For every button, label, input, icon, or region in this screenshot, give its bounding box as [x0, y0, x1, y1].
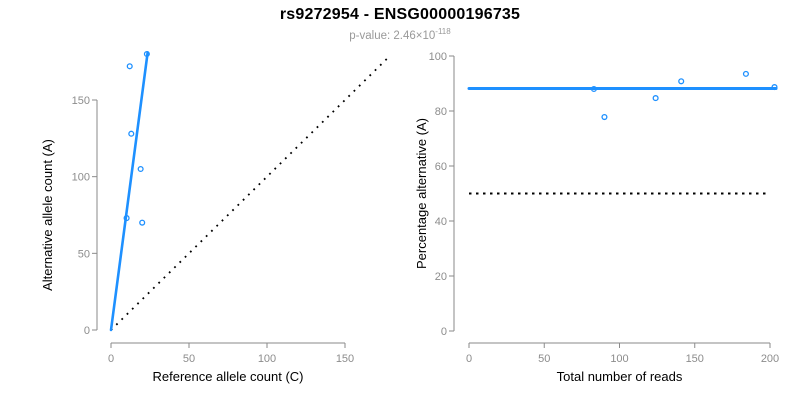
- x-axis-title: Reference allele count (C): [152, 369, 303, 384]
- y-axis-title: Percentage alternative (A): [414, 118, 429, 269]
- data-point: [678, 78, 685, 85]
- fit-line: [109, 51, 149, 332]
- y-tick-label: 80: [435, 106, 447, 118]
- data-point: [139, 219, 146, 226]
- panel-right: 0 20 40 60 80 100 0 50 100 150 200 Total number of …: [414, 51, 779, 384]
- data-point: [126, 63, 133, 70]
- y-tick-label: 100: [72, 172, 90, 184]
- x-tick-label: 0: [466, 353, 472, 365]
- x-tick-label: 100: [610, 353, 628, 365]
- pvalue-text: p-value: 2.46×10: [349, 29, 436, 42]
- chart-header: rs9272954 - ENSG00000196735 p-value: 2.4…: [0, 6, 800, 42]
- x-tick-label: 200: [761, 353, 779, 365]
- chart-subtitle: p-value: 2.46×10-118: [0, 27, 800, 42]
- y-tick-label: 0: [441, 326, 447, 338]
- pvalue-exponent: -118: [435, 27, 451, 36]
- y-tick-label: 150: [72, 95, 90, 107]
- x-tick-label: 150: [686, 353, 704, 365]
- data-point: [137, 165, 144, 173]
- data-point: [742, 70, 749, 77]
- data-point: [590, 85, 597, 93]
- panel-left: 0 50 100 150 0 50 100 150 Reference allele count…: [40, 50, 390, 384]
- data-point: [601, 114, 608, 121]
- y-tick-label: 20: [435, 271, 447, 283]
- y-axis-title: Alternative allele count (A): [40, 139, 55, 291]
- chart-title: rs9272954 - ENSG00000196735: [279, 6, 521, 23]
- data-point: [652, 95, 659, 102]
- x-tick-label: 50: [538, 353, 550, 365]
- x-tick-label: 150: [336, 353, 354, 365]
- x-tick-label: 100: [258, 353, 276, 365]
- y-tick-label: 100: [429, 51, 447, 63]
- x-axis-title: Total number of reads: [557, 369, 683, 384]
- y-tick-label: 60: [435, 161, 447, 173]
- reference-dotted-line: [110, 56, 390, 331]
- x-tick-label: 0: [108, 353, 114, 365]
- data-point: [123, 215, 130, 222]
- data-point: [128, 130, 135, 137]
- data-point: [143, 50, 150, 58]
- data-point: [771, 84, 778, 91]
- y-tick-label: 40: [435, 216, 447, 228]
- x-tick-label: 50: [183, 353, 195, 365]
- y-tick-label: 50: [78, 248, 90, 260]
- y-tick-label: 0: [84, 325, 90, 337]
